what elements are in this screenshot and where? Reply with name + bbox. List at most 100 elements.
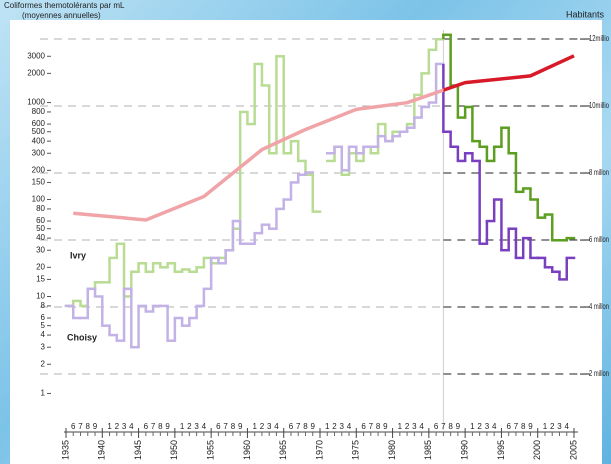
x-minor-label: 7 [78, 422, 83, 431]
x-tick-label: 1940 [97, 440, 107, 460]
x-minor-label: 1 [543, 422, 548, 431]
x-minor-label: 1 [180, 422, 185, 431]
x-minor-label: 9 [93, 422, 98, 431]
x-minor-label: 6 [289, 422, 294, 431]
x-minor-label: 4 [347, 422, 352, 431]
y2-tick-label: 2 millon [589, 369, 609, 378]
y2-tick-label: 4 millon [589, 302, 609, 311]
y-tick-label: 500 [32, 127, 46, 136]
x-minor-label: 7 [514, 422, 519, 431]
x-minor-label: 8 [303, 422, 308, 431]
x-minor-label: 1 [325, 422, 330, 431]
y-tick-label: 150 [32, 178, 46, 187]
x-tick-label: 1950 [169, 440, 179, 460]
x-minor-label: 8 [376, 422, 381, 431]
x-minor-label: 3 [557, 422, 562, 431]
x-minor-label: 2 [405, 422, 410, 431]
population-line [73, 54, 575, 222]
y-tick-label: 15 [36, 275, 45, 284]
x-minor-label: 8 [158, 422, 163, 431]
plot-panel [10, 20, 602, 464]
y-tick-label: 800 [32, 107, 46, 116]
y-tick-label: 1 [41, 389, 46, 398]
x-minor-label: 2 [332, 422, 337, 431]
y-tick-label: 8 [41, 301, 46, 310]
x-minor-label: 3 [412, 422, 417, 431]
x-minor-label: 4 [492, 422, 497, 431]
x-minor-label: 6 [144, 422, 149, 431]
x-tick-label: 1995 [496, 440, 506, 460]
x-tick-label: 1990 [460, 440, 470, 460]
y2-tick-label: 8 millon [589, 168, 609, 177]
x-tick-label: 2005 [568, 440, 578, 460]
x-tick-label: 2000 [532, 440, 542, 460]
x-tick-label: 1980 [387, 440, 397, 460]
y-tick-label: 3000 [27, 51, 45, 60]
x-minor-label: 8 [448, 422, 453, 431]
y-tick-label: 100 [32, 195, 46, 204]
x-minor-label: 8 [86, 422, 91, 431]
y-tick-label: 5 [41, 321, 46, 330]
x-tick-label: 1965 [278, 440, 288, 460]
x-minor-label: 9 [311, 422, 316, 431]
x-minor-label: 9 [165, 422, 170, 431]
y-tick-label: 4 [41, 330, 46, 339]
y-tick-label: 300 [32, 148, 46, 157]
y-tick-label: 80 [36, 204, 45, 213]
x-minor-label: 9 [383, 422, 388, 431]
series-label: Ivry [70, 250, 86, 260]
x-minor-label: 6 [434, 422, 439, 431]
x-minor-label: 7 [151, 422, 156, 431]
y-tick-label: 200 [32, 165, 46, 174]
x-minor-label: 3 [194, 422, 199, 431]
series-label: Choisy [67, 332, 97, 342]
x-minor-label: 6 [216, 422, 221, 431]
x-minor-label: 2 [115, 422, 120, 431]
y-tick-label: 10 [36, 292, 45, 301]
x-minor-label: 4 [419, 422, 424, 431]
y2-tick-label: 6 millon [589, 235, 609, 244]
x-minor-label: 4 [274, 422, 279, 431]
y-tick-label: 1000 [27, 98, 45, 107]
x-tick-label: 1955 [206, 440, 216, 460]
x-minor-label: 6 [361, 422, 366, 431]
x-minor-label: 9 [456, 422, 461, 431]
x-minor-label: 9 [528, 422, 533, 431]
y-tick-label: 600 [32, 119, 46, 128]
x-tick-label: 1945 [133, 440, 143, 460]
y-tick-label: 400 [32, 136, 46, 145]
x-minor-label: 6 [506, 422, 511, 431]
x-minor-label: 1 [252, 422, 257, 431]
y2-axis-title: Habitants [566, 9, 605, 19]
x-minor-label: 3 [267, 422, 272, 431]
x-minor-label: 4 [202, 422, 207, 431]
x-minor-label: 3 [122, 422, 127, 431]
x-minor-label: 4 [129, 422, 134, 431]
y-tick-label: 40 [36, 233, 45, 242]
y-tick-label: 50 [36, 224, 45, 233]
y-tick-label: 2 [41, 359, 46, 368]
x-tick-label: 1985 [423, 440, 433, 460]
x-tick-label: 1935 [60, 440, 70, 460]
x-minor-label: 7 [369, 422, 374, 431]
y-tick-label: 60 [36, 216, 45, 225]
x-minor-label: 2 [187, 422, 192, 431]
y2-tick-label: 10millio [589, 101, 609, 110]
y2-tick-label: 12millio [589, 34, 609, 43]
x-minor-label: 7 [296, 422, 301, 431]
x-minor-label: 9 [238, 422, 243, 431]
y-tick-label: 20 [36, 262, 45, 271]
x-minor-label: 2 [550, 422, 555, 431]
x-tick-label: 1960 [242, 440, 252, 460]
x-minor-label: 7 [223, 422, 228, 431]
x-minor-label: 3 [340, 422, 345, 431]
x-minor-label: 7 [441, 422, 446, 431]
y-tick-label: 30 [36, 245, 45, 254]
x-minor-label: 4 [565, 422, 570, 431]
x-tick-label: 1975 [351, 440, 361, 460]
x-minor-label: 8 [521, 422, 526, 431]
chart-subtitle: (moyennes annuelles) [22, 11, 101, 20]
x-minor-label: 8 [231, 422, 236, 431]
